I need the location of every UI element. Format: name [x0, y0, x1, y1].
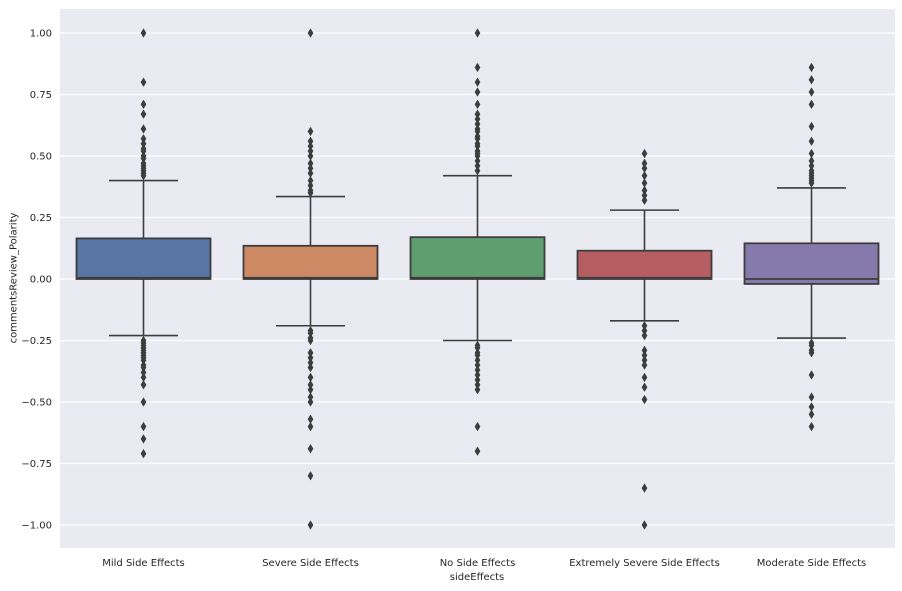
outlier-point [641, 394, 648, 405]
outlier-point [808, 178, 815, 188]
y-tick-label: −1.00 [21, 521, 52, 532]
outlier-point [140, 397, 147, 407]
y-tick-label: 0.75 [30, 90, 52, 101]
outlier-point [474, 28, 481, 38]
outlier-point [140, 421, 147, 432]
x-category-label: No Side Effects [440, 558, 516, 569]
outlier-point [641, 382, 648, 393]
outlier-point [307, 28, 314, 38]
outlier-point [474, 421, 481, 432]
outlier-point [307, 443, 314, 454]
x-category-label: Extremely Severe Side Effects [569, 558, 720, 569]
outlier-point [808, 409, 815, 420]
box-no-side-effects [409, 236, 546, 280]
outlier-point [140, 448, 147, 459]
outlier-point [307, 397, 314, 407]
outlier-point [808, 370, 815, 380]
outlier-point [474, 77, 481, 87]
y-tick-label: 0.00 [30, 275, 52, 286]
outlier-point [641, 330, 648, 341]
y-tick-label: 1.00 [30, 29, 52, 40]
outlier-point [641, 360, 648, 370]
outlier-point [307, 421, 314, 432]
box-severe-side-effects [242, 244, 379, 280]
outlier-point [307, 362, 314, 373]
outlier-point [808, 421, 815, 432]
outlier-point [474, 384, 481, 395]
x-axis-title: sideEffects [449, 572, 505, 583]
outlier-point [474, 87, 481, 97]
outlier-point [641, 148, 648, 159]
outlier-point [474, 446, 481, 456]
outlier-point [808, 392, 815, 402]
outlier-point [808, 99, 815, 110]
outlier-point [140, 28, 147, 38]
outlier-point [641, 372, 648, 383]
outlier-point [307, 520, 314, 530]
y-tick-label: −0.25 [21, 336, 52, 347]
y-tick-label: −0.75 [21, 459, 52, 470]
y-axis-title: commentsReview_Polarity [8, 212, 20, 344]
outlier-point [140, 170, 147, 181]
outlier-point [140, 109, 147, 119]
outlier-point [808, 62, 815, 73]
outlier-point [641, 520, 648, 530]
outlier-point [474, 62, 481, 73]
outlier-point [307, 335, 314, 346]
outlier-point [140, 77, 147, 87]
outlier-point [140, 379, 147, 390]
outlier-point [474, 99, 481, 110]
outlier-point [808, 136, 815, 147]
outlier-point [808, 87, 815, 97]
box-moderate-side-effects [743, 242, 880, 285]
y-tick-label: 0.50 [30, 152, 52, 163]
outlier-point [641, 483, 648, 493]
outlier-point [808, 348, 815, 358]
box-mild-side-effects [75, 237, 212, 280]
outlier-point [808, 121, 815, 132]
outlier-point [140, 124, 147, 134]
y-tick-label: 0.25 [30, 213, 52, 224]
outlier-point [474, 165, 481, 176]
outlier-point [140, 99, 147, 110]
x-category-label: Moderate Side Effects [757, 558, 867, 569]
outlier-point [140, 434, 147, 444]
outlier-point [307, 471, 314, 481]
x-category-label: Mild Side Effects [102, 558, 185, 569]
y-tick-label: −0.50 [21, 398, 52, 409]
box-extremely-severe-side-effects [576, 249, 713, 280]
outlier-point [808, 74, 815, 85]
outlier-point [641, 195, 648, 206]
outlier-point [307, 126, 314, 137]
x-category-label: Severe Side Effects [262, 558, 359, 569]
outlier-point [307, 188, 314, 198]
